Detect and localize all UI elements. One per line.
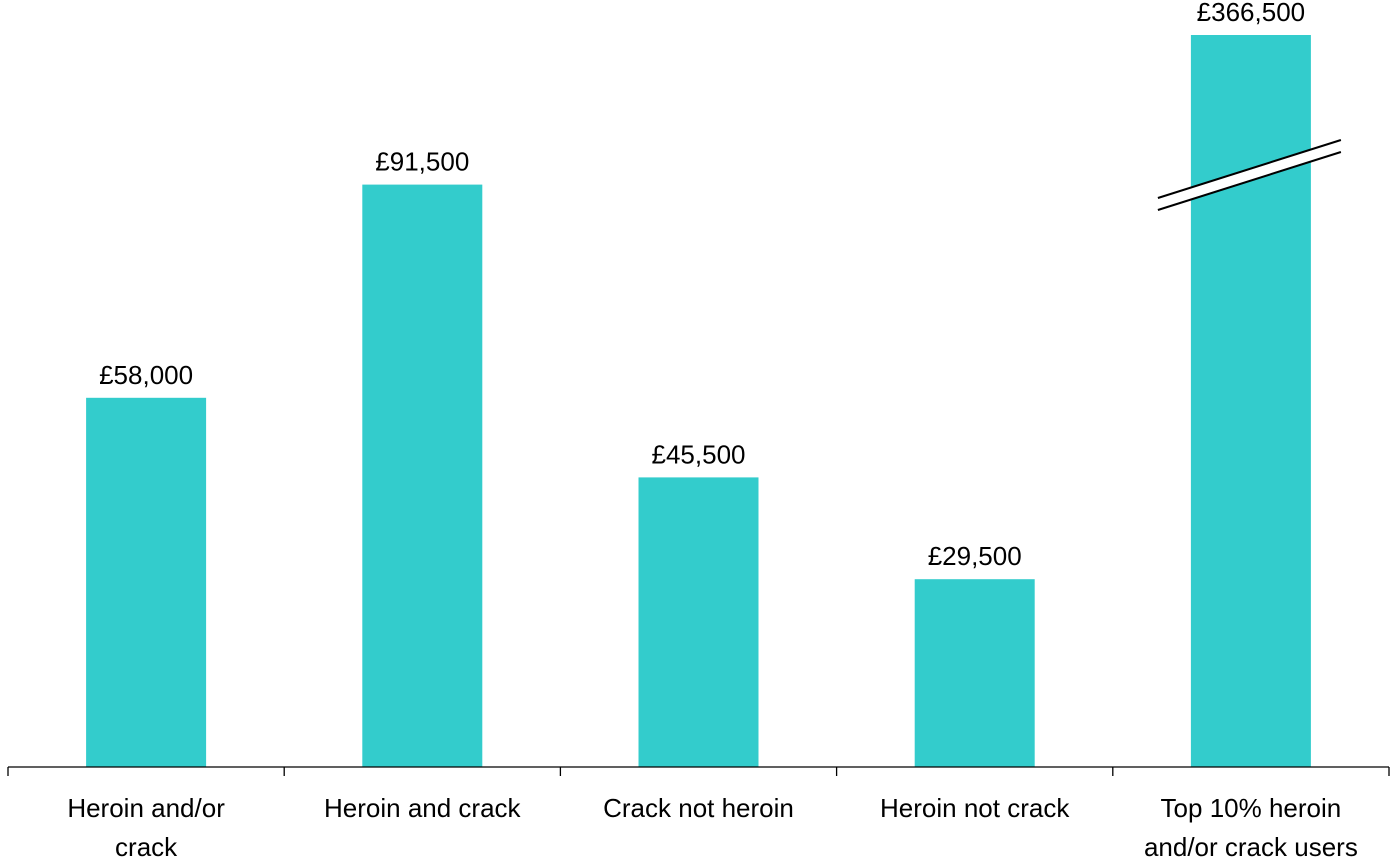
break-line-lower bbox=[1157, 151, 1342, 211]
break-gap bbox=[1157, 140, 1341, 210]
category-label-4: Top 10% heroin and/or crack users bbox=[1144, 793, 1358, 862]
value-labels-group: £58,000 £91,500 £45,500 £29,500 £366,500 bbox=[99, 0, 1305, 571]
x-axis bbox=[7, 766, 1390, 776]
value-label-3: £29,500 bbox=[928, 541, 1022, 571]
value-label-2: £45,500 bbox=[652, 439, 746, 469]
category-label-2: Crack not heroin bbox=[603, 793, 794, 823]
bars-group bbox=[86, 35, 1311, 768]
value-label-0: £58,000 bbox=[99, 360, 193, 390]
bar-0 bbox=[86, 397, 207, 767]
bar-1 bbox=[362, 184, 483, 768]
value-label-1: £91,500 bbox=[375, 147, 469, 177]
break-line-upper bbox=[1157, 139, 1342, 199]
category-label-1: Heroin and crack bbox=[324, 793, 522, 823]
bar-2 bbox=[638, 477, 759, 767]
category-label-3: Heroin not crack bbox=[880, 793, 1070, 823]
bar-3 bbox=[914, 579, 1035, 767]
category-label-0: Heroin and/or crack bbox=[67, 793, 225, 862]
bar-4 bbox=[1190, 35, 1311, 767]
axis-break-marker bbox=[1157, 139, 1342, 211]
value-label-4: £366,500 bbox=[1197, 0, 1305, 27]
category-labels-group: Heroin and/or crack Heroin and crack Crack … bbox=[67, 793, 1358, 862]
